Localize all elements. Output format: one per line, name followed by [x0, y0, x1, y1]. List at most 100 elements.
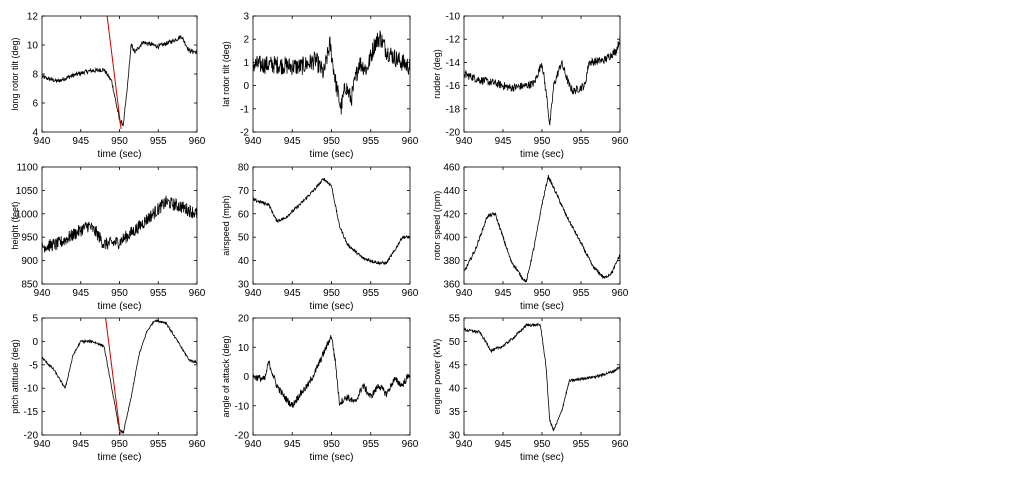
y-tick-label: 40	[449, 384, 461, 395]
y-axis-label: airspeed (mph)	[221, 195, 231, 256]
x-axis-label: time (sec)	[98, 301, 142, 312]
series-line-1	[464, 174, 620, 283]
y-tick-label: 5	[32, 314, 38, 325]
y-tick-label: -14	[446, 58, 461, 69]
y-tick-label: -18	[446, 104, 461, 115]
x-axis-label: time (sec)	[520, 452, 564, 463]
x-tick-label: 955	[362, 136, 379, 147]
x-tick-label: 940	[34, 439, 51, 450]
x-tick-label: 950	[534, 288, 551, 299]
x-tick-label: 950	[323, 288, 340, 299]
series-line-1	[464, 322, 620, 432]
x-tick-label: 940	[245, 439, 262, 450]
x-axis-label: time (sec)	[310, 149, 354, 160]
plot-frame	[252, 15, 411, 133]
x-tick-label: 940	[245, 288, 262, 299]
y-tick-label: 1000	[16, 209, 39, 220]
y-tick-label: 440	[443, 186, 460, 197]
plot-frame	[463, 15, 621, 133]
y-tick-label: 1	[243, 58, 249, 69]
x-tick-label: 955	[150, 288, 167, 299]
y-tick-label: 460	[443, 163, 460, 174]
x-tick-label: 955	[362, 288, 379, 299]
y-axis-label: height (feet)	[10, 201, 20, 249]
x-tick-label: 950	[534, 439, 551, 450]
x-axis-label: time (sec)	[98, 452, 142, 463]
y-tick-label: 30	[449, 431, 461, 442]
x-axis-label: time (sec)	[310, 452, 354, 463]
y-tick-label: 380	[443, 256, 460, 267]
y-tick-label: -20	[235, 431, 250, 442]
y-tick-label: 400	[443, 233, 460, 244]
y-tick-label: 3	[243, 12, 249, 23]
y-tick-label: 50	[238, 233, 250, 244]
y-tick-label: -1	[240, 104, 249, 115]
chart-panel-7: 940 945 950 955 960 -20 -15 -10 -5 0 5 time (sec) pi…	[10, 314, 206, 464]
x-tick-label: 945	[72, 439, 89, 450]
series-line-1	[253, 177, 410, 266]
y-tick-label: 6	[32, 99, 38, 110]
y-tick-label: 900	[21, 256, 38, 267]
chart-panel-4: 940 945 950 955 960 850 900 950 1000 1050 1100 time…	[10, 163, 206, 313]
x-axis-label: time (sec)	[520, 149, 564, 160]
x-tick-label: 940	[456, 439, 473, 450]
y-tick-label: 55	[449, 314, 461, 325]
x-tick-label: 945	[495, 288, 512, 299]
series-line-1	[253, 335, 410, 408]
x-tick-label: 945	[284, 439, 301, 450]
y-tick-label: -2	[240, 128, 249, 139]
x-tick-label: 960	[402, 288, 419, 299]
x-tick-label: 960	[612, 439, 629, 450]
y-tick-label: 360	[443, 280, 460, 291]
y-tick-label: 70	[238, 186, 250, 197]
x-tick-label: 950	[111, 136, 128, 147]
x-tick-label: 960	[612, 288, 629, 299]
y-tick-label: 30	[238, 280, 250, 291]
chart-panel-5: 940 945 950 955 960 30 40 50 60 70 80 time (sec) air…	[221, 163, 419, 313]
y-tick-label: 420	[443, 209, 460, 220]
y-tick-label: 35	[449, 407, 461, 418]
series-line-2	[105, 318, 121, 435]
x-tick-label: 940	[456, 288, 473, 299]
y-tick-label: 60	[238, 209, 250, 220]
y-tick-label: 0	[243, 372, 249, 383]
y-tick-label: -12	[446, 35, 461, 46]
x-tick-label: 945	[495, 136, 512, 147]
x-tick-label: 955	[573, 439, 590, 450]
x-tick-label: 945	[72, 288, 89, 299]
x-tick-label: 955	[150, 136, 167, 147]
y-tick-label: -10	[235, 401, 250, 412]
chart-panel-1: 940 945 950 955 960 4 6 8 10 12 time (sec) long rot…	[10, 12, 206, 161]
x-axis-label: time (sec)	[520, 301, 564, 312]
x-tick-label: 960	[402, 136, 419, 147]
x-axis-label: time (sec)	[310, 301, 354, 312]
plot-frame	[252, 317, 411, 436]
y-tick-label: 45	[449, 360, 461, 371]
y-tick-label: -20	[446, 128, 461, 139]
x-tick-label: 940	[34, 136, 51, 147]
y-tick-label: 10	[238, 343, 250, 354]
series-line-2	[106, 16, 122, 130]
series-line-1	[253, 30, 410, 115]
x-tick-label: 945	[284, 288, 301, 299]
y-tick-label: 40	[238, 256, 250, 267]
x-tick-label: 960	[402, 439, 419, 450]
y-axis-label: engine power (kW)	[432, 339, 442, 415]
chart-panel-6: 940 945 950 955 960 360 380 400 420 440 460 time (s…	[432, 163, 629, 313]
x-tick-label: 940	[34, 288, 51, 299]
x-tick-label: 945	[284, 136, 301, 147]
x-tick-label: 950	[534, 136, 551, 147]
chart-panel-2: 940 945 950 955 960 -2 -1 0 1 2 3 time (sec) lat rot…	[221, 12, 419, 161]
x-tick-label: 940	[456, 136, 473, 147]
y-tick-label: 8	[32, 70, 38, 81]
y-tick-label: 0	[32, 337, 38, 348]
x-tick-label: 955	[573, 288, 590, 299]
y-axis-label: rudder (deg)	[432, 49, 442, 99]
y-tick-label: -20	[24, 431, 39, 442]
y-tick-label: 10	[27, 41, 39, 52]
y-tick-label: -5	[29, 360, 38, 371]
plot-frame	[252, 166, 411, 285]
chart-panel-3: 940 945 950 955 960 -20 -18 -16 -14 -12 -10 time (s…	[432, 12, 629, 161]
y-tick-label: -10	[446, 12, 461, 23]
